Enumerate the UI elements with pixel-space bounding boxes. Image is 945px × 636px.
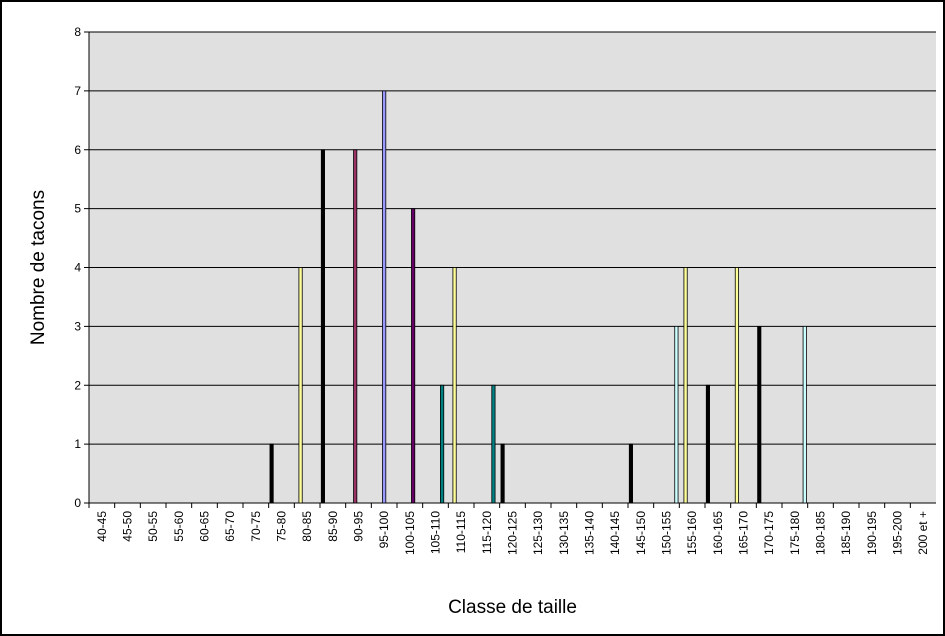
y-tick-label: 4 — [74, 261, 81, 275]
y-tick-label: 6 — [74, 143, 81, 157]
x-tick-label: 45-50 — [121, 511, 135, 542]
y-tick-label: 8 — [74, 25, 81, 39]
x-tick-label: 190-195 — [865, 511, 879, 555]
x-tick-label: 75-80 — [275, 511, 289, 542]
x-tick-label: 145-150 — [634, 511, 648, 555]
bar — [491, 384, 496, 504]
x-tick-label: 100-105 — [403, 511, 417, 555]
x-tick-label: 165-170 — [737, 511, 751, 555]
bar — [500, 443, 505, 504]
x-tick-label: 180-185 — [814, 511, 828, 555]
y-tick-label: 3 — [74, 319, 81, 333]
bar — [674, 325, 679, 504]
x-tick-label: 185-190 — [839, 511, 853, 555]
x-tick-label: 125-130 — [531, 511, 545, 555]
x-tick-label: 40-45 — [95, 511, 109, 542]
x-tick-label: 55-60 — [172, 511, 186, 542]
x-tick-label: 175-180 — [788, 511, 802, 555]
x-tick-label: 150-155 — [660, 511, 674, 555]
x-tick-label: 135-140 — [583, 511, 597, 555]
x-tick-label: 105-110 — [429, 511, 443, 554]
bar — [353, 149, 358, 504]
x-tick-label: 200 et + — [916, 511, 930, 555]
x-tick-label: 70-75 — [249, 511, 263, 542]
y-tick-label: 0 — [74, 496, 81, 510]
bar — [628, 443, 633, 504]
bar — [411, 208, 416, 504]
x-tick-label: 110-115 — [454, 511, 468, 554]
bar — [440, 384, 445, 504]
bar — [298, 267, 303, 504]
bar — [683, 267, 688, 504]
x-tick-label: 130-135 — [557, 511, 571, 555]
x-tick-label: 120-125 — [506, 511, 520, 555]
x-tick-label: 155-160 — [685, 511, 699, 555]
x-tick-label: 160-165 — [711, 511, 725, 555]
bar — [757, 325, 762, 504]
x-tick-label: 170-175 — [762, 511, 776, 555]
y-tick-label: 7 — [74, 84, 81, 98]
bar — [452, 267, 457, 504]
bar — [802, 325, 807, 504]
x-tick-label: 195-200 — [891, 511, 905, 555]
x-tick-label: 80-85 — [300, 511, 314, 542]
bar — [269, 443, 274, 504]
bar — [320, 149, 325, 504]
bar — [705, 384, 710, 504]
x-tick-label: 90-95 — [352, 511, 366, 542]
x-tick-label: 115-120 — [480, 511, 494, 554]
bar — [382, 90, 387, 504]
y-tick-label: 1 — [74, 437, 81, 451]
x-tick-label: 85-90 — [326, 511, 340, 542]
y-tick-label: 5 — [74, 202, 81, 216]
bar — [734, 267, 739, 504]
x-axis-title: Classe de taille — [448, 597, 577, 618]
y-tick-label: 2 — [74, 378, 81, 392]
x-tick-label: 50-55 — [146, 511, 160, 542]
y-axis-title: Nombre de tacons — [28, 190, 49, 345]
x-tick-label: 60-65 — [198, 511, 212, 542]
x-tick-label: 140-145 — [608, 511, 622, 555]
x-tick-label: 65-70 — [223, 511, 237, 542]
x-tick-label: 95-100 — [377, 511, 391, 549]
